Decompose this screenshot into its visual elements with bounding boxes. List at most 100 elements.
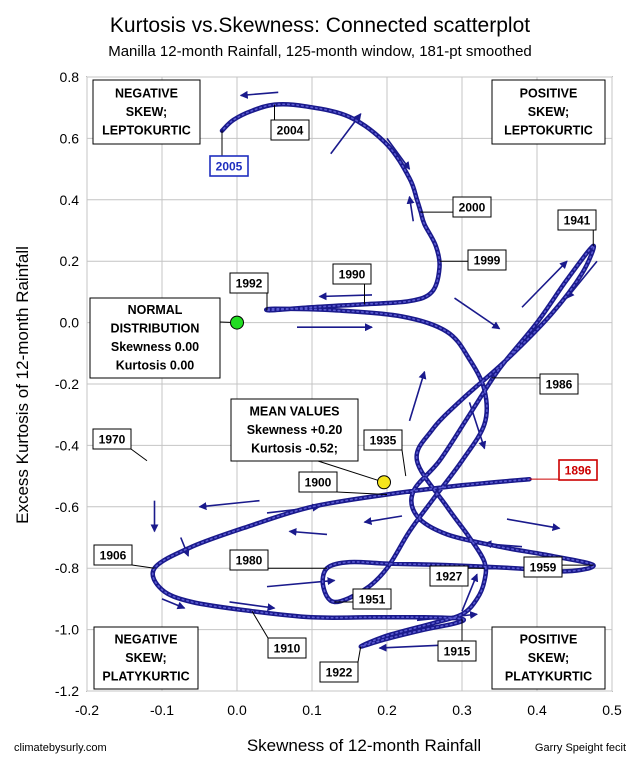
negative-skew-platykurtic-line: PLATYKURTIC — [102, 669, 189, 683]
year-label-1980: 1980 — [229, 549, 269, 571]
year-label-1935: 1935 — [363, 429, 403, 451]
year-label-text: 1896 — [565, 464, 592, 478]
year-label-text: 1980 — [236, 554, 263, 568]
normal-distribution-box: NORMAL DISTRIBUTION Skewness 0.00 Kurtosis … — [89, 297, 221, 379]
year-label-1896: 1896 — [558, 459, 598, 481]
x-tick-label: 0.3 — [452, 702, 472, 718]
y-tick-label: -0.8 — [55, 560, 79, 576]
y-tick-label: -1.0 — [55, 622, 79, 638]
year-label-text: 1992 — [236, 277, 263, 291]
flow-arrow — [461, 573, 479, 612]
axis-ticks: -0.2 -0.1 0.0 0.1 0.2 0.3 0.4 0.5 0.8 0.6 0.4 0.2 0.… — [55, 69, 622, 718]
mean-values-leader — [317, 460, 385, 483]
positive-skew-platykurtic-box: POSITIVE SKEW; PLATYKURTIC — [491, 626, 606, 690]
positive-skew-leptokurtic-box: POSITIVE SKEW; LEPTOKURTIC — [491, 79, 606, 145]
year-label-text: 1941 — [564, 214, 591, 228]
y-tick-label: 0.2 — [60, 253, 80, 269]
chart-title: Kurtosis vs.Skewness: Connected scatterp… — [110, 14, 530, 37]
year-label-1927: 1927 — [429, 565, 469, 587]
mean-values-line: Kurtosis -0.52; — [251, 441, 338, 455]
credit-left: climatebysurly.com — [14, 742, 107, 754]
negative-skew-leptokurtic-line: NEGATIVE — [115, 86, 178, 100]
mean-values-point — [377, 475, 391, 490]
year-label-1922: 1922 — [319, 661, 359, 683]
year-label-1990: 1990 — [332, 263, 372, 285]
year-label-text: 1900 — [305, 476, 332, 490]
year-label-text: 1959 — [530, 561, 557, 575]
flow-arrow — [229, 601, 276, 612]
year-label-1986: 1986 — [539, 373, 579, 395]
year-labels: 2005 2004 2000 1999 1941 1992 1990 1986 1935 1970… — [92, 119, 598, 683]
year-label-leader — [130, 448, 148, 462]
flow-arrow — [161, 598, 186, 610]
y-tick-label: 0.6 — [60, 130, 80, 146]
flow-arrow — [288, 527, 328, 536]
year-label-text: 1910 — [274, 642, 301, 656]
year-label-1959: 1959 — [523, 556, 563, 578]
flow-arrow — [363, 515, 403, 525]
y-tick-label: 0.4 — [60, 192, 80, 208]
positive-skew-platykurtic-line: PLATYKURTIC — [505, 669, 592, 683]
year-label-text: 1970 — [99, 433, 126, 447]
negative-skew-leptokurtic-line: LEPTOKURTIC — [102, 123, 191, 137]
flow-arrow — [378, 643, 448, 652]
year-label-text: 1935 — [370, 434, 397, 448]
annotation-boxes: NEGATIVE SKEW; LEPTOKURTIC POSITIVE SKEW; LEP… — [89, 79, 606, 690]
year-label-text: 1915 — [444, 645, 471, 659]
flow-arrow — [180, 537, 190, 557]
year-label-1992: 1992 — [229, 272, 269, 294]
year-label-1999: 1999 — [467, 249, 507, 271]
trajectory — [150, 101, 597, 649]
flow-arrow — [318, 292, 373, 301]
x-tick-label: 0.1 — [302, 702, 322, 718]
negative-skew-platykurtic-box: NEGATIVE SKEW; PLATYKURTIC — [93, 626, 199, 690]
year-label-text: 1986 — [546, 378, 573, 392]
year-label-1941: 1941 — [557, 209, 597, 231]
y-axis-label: Excess Kurtosis of 12-month Rainfall — [13, 246, 32, 524]
positive-skew-leptokurtic-line: POSITIVE — [520, 86, 578, 100]
year-label-2005: 2005 — [209, 155, 249, 177]
negative-skew-platykurtic-line: NEGATIVE — [115, 632, 178, 646]
y-tick-label: -0.6 — [55, 499, 79, 515]
year-label-text: 1922 — [326, 666, 353, 680]
x-tick-label: 0.4 — [527, 702, 547, 718]
flow-arrow — [198, 499, 260, 511]
mean-values-box: MEAN VALUES Skewness +0.20 Kurtosis -0.52; — [230, 398, 359, 462]
y-tick-label: -0.2 — [55, 376, 79, 392]
year-label-leader — [251, 610, 269, 639]
flow-arrow — [406, 195, 415, 222]
label-leaders — [130, 104, 594, 663]
year-label-leader — [131, 564, 155, 569]
positive-skew-leptokurtic-line: LEPTOKURTIC — [504, 123, 593, 137]
year-label-text: 1951 — [359, 593, 386, 607]
normal-distribution-line: Kurtosis 0.00 — [116, 359, 195, 373]
normal-distribution-line: Skewness 0.00 — [111, 340, 199, 354]
reference-points — [230, 315, 391, 490]
flow-arrow — [454, 297, 501, 330]
y-tick-label: -1.2 — [55, 683, 79, 699]
year-label-leader — [401, 449, 407, 477]
flow-arrow — [239, 90, 279, 99]
year-label-2000: 2000 — [452, 196, 492, 218]
y-tick-label: -0.4 — [55, 437, 79, 453]
negative-skew-leptokurtic-box: NEGATIVE SKEW; LEPTOKURTIC — [92, 79, 201, 145]
x-tick-label: 0.0 — [227, 702, 247, 718]
year-label-2004: 2004 — [270, 119, 310, 141]
year-label-1915: 1915 — [437, 640, 477, 662]
y-tick-label: 0.0 — [60, 315, 80, 331]
x-tick-label: 0.2 — [377, 702, 397, 718]
year-label-leader — [357, 646, 362, 663]
positive-skew-platykurtic-line: POSITIVE — [520, 632, 578, 646]
year-label-1900: 1900 — [298, 471, 338, 493]
credit-right: Garry Speight fecit — [535, 742, 626, 754]
x-tick-label: -0.1 — [150, 702, 174, 718]
negative-skew-leptokurtic-line: SKEW; — [126, 105, 167, 119]
y-tick-label: 0.8 — [60, 69, 80, 85]
negative-skew-platykurtic-line: SKEW; — [125, 651, 166, 665]
normal-distribution-line: NORMAL — [128, 303, 183, 317]
x-tick-label: 0.5 — [602, 702, 622, 718]
flow-arrow — [386, 137, 411, 170]
year-label-text: 2004 — [277, 124, 304, 138]
year-label-text: 1990 — [339, 268, 366, 282]
mean-values-line: Skewness +0.20 — [247, 423, 343, 437]
